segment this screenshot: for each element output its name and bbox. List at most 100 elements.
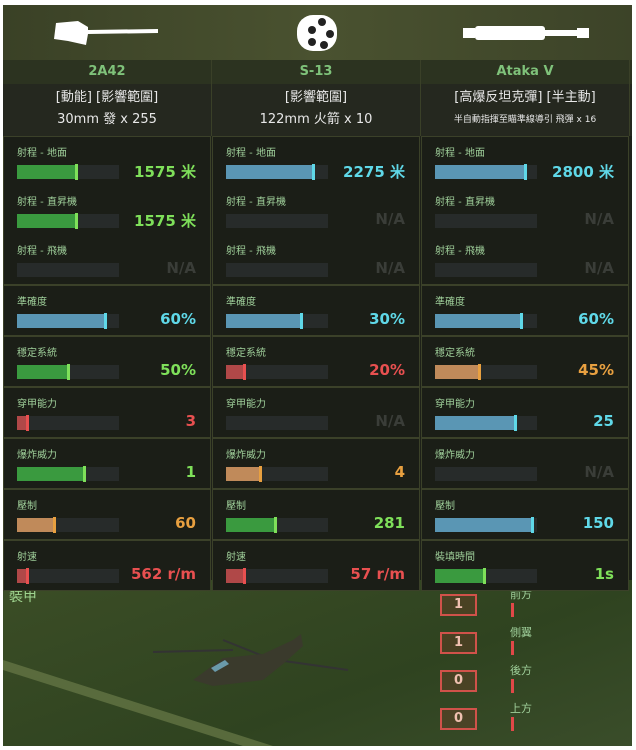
stat-value: N/A xyxy=(375,210,405,228)
stat-label: 射程 - 地面 xyxy=(17,148,67,159)
stat-label: 射程 - 飛機 xyxy=(17,246,67,257)
stat-bar-marker xyxy=(75,213,79,229)
stat-bar-track xyxy=(226,313,328,329)
stat-group: 穿甲能力 25 xyxy=(421,387,629,438)
stat-value: 60% xyxy=(578,310,614,328)
stat-label: 爆炸威力 xyxy=(226,450,266,461)
stat-bar-track xyxy=(226,517,328,533)
armor-label: 後方 xyxy=(510,664,532,677)
stat-bar-track xyxy=(17,263,119,277)
stat-bar-marker xyxy=(103,313,107,329)
armor-bar xyxy=(511,717,514,731)
stat-bar-marker xyxy=(274,517,277,533)
runway-stripe xyxy=(3,660,273,746)
stat-bar-track xyxy=(226,568,328,584)
stat-group: 準確度 30% xyxy=(212,285,420,336)
stat-bar-marker xyxy=(83,466,87,482)
armor-label: 側翼 xyxy=(510,626,532,639)
stat-bar-fill xyxy=(17,569,30,583)
stat-row: 穩定系統 45% xyxy=(422,337,628,386)
weapon-names-row: 2A42 S-13 Ataka V xyxy=(3,60,632,84)
stat-group: 準確度 60% xyxy=(3,285,211,336)
stat-value: 45% xyxy=(578,361,614,379)
stat-row: 裝填時間 1s xyxy=(422,541,628,590)
stat-bar-track xyxy=(17,466,119,482)
weapon-tags: [高爆反坦克彈] [半主動] xyxy=(454,90,596,105)
stat-row: 準確度 60% xyxy=(422,286,628,335)
stat-label: 射程 - 直昇機 xyxy=(17,197,77,208)
stat-value: 30% xyxy=(369,310,405,328)
stat-group: 準確度 60% xyxy=(421,285,629,336)
stat-row: 射速 562 r/m xyxy=(4,541,210,590)
stat-value: N/A xyxy=(584,210,614,228)
stat-bar-fill xyxy=(17,165,79,179)
stat-bar-fill xyxy=(435,569,486,583)
weapon-tags: [動能] [影響範圍] xyxy=(55,90,159,105)
armor-value: 1 xyxy=(440,594,477,616)
stat-label: 裝填時間 xyxy=(435,552,475,563)
stat-bar-track xyxy=(435,568,537,584)
stat-label: 射程 - 飛機 xyxy=(435,246,485,257)
stat-label: 穿甲能力 xyxy=(435,399,475,410)
stat-bar-marker xyxy=(52,517,56,533)
stat-bar-track xyxy=(435,467,537,481)
stat-label: 準確度 xyxy=(435,297,465,308)
stat-bar-track xyxy=(17,213,119,229)
stat-row: 爆炸威力 N/A xyxy=(422,439,628,488)
stat-bar-fill xyxy=(435,314,523,328)
stat-bar-track xyxy=(435,364,537,380)
stat-value: N/A xyxy=(584,463,614,481)
stat-row: 穿甲能力 25 xyxy=(422,388,628,437)
weapon-column-tags: [動能] [影響範圍] 30mm 發 x 255 xyxy=(3,84,212,136)
stat-row: 爆炸威力 4 xyxy=(213,439,419,488)
stat-row: 穿甲能力 3 xyxy=(4,388,210,437)
stat-bar-track xyxy=(17,568,119,584)
stat-label: 爆炸威力 xyxy=(17,450,57,461)
weapon-ammo: 30mm 發 x 255 xyxy=(57,112,157,127)
armor-bar xyxy=(511,603,514,617)
stat-bar-marker xyxy=(477,364,481,380)
armor-label: 前方 xyxy=(510,588,532,601)
stat-value: 60% xyxy=(160,310,196,328)
stat-label: 穩定系統 xyxy=(226,348,266,359)
stat-bar-track xyxy=(226,263,328,277)
stat-label: 穩定系統 xyxy=(17,348,57,359)
stat-group: 穿甲能力 3 xyxy=(3,387,211,438)
stat-group: 爆炸威力 4 xyxy=(212,438,420,489)
stat-value: 1575 米 xyxy=(134,212,196,230)
stat-group: 裝填時間 1s xyxy=(421,540,629,591)
stat-value: 1s xyxy=(594,565,614,583)
rocket-pod-icon xyxy=(212,5,421,60)
stat-row: 射程 - 直昇機 N/A xyxy=(422,186,628,235)
stat-row: 射程 - 地面 2275 米 xyxy=(213,137,419,186)
armor-value: 1 xyxy=(440,632,477,654)
stat-value: N/A xyxy=(375,259,405,277)
stat-value: 281 xyxy=(373,514,405,532)
stat-bar-fill xyxy=(226,467,262,481)
stat-bar-marker xyxy=(299,313,303,329)
armor-row-side: 1 側翼 xyxy=(440,624,590,662)
weapon-ammo: 半自動指揮至瞄準線導引 飛彈 x 16 xyxy=(453,115,597,125)
armor-row-front: 1 前方 xyxy=(440,586,590,624)
stat-bar-marker xyxy=(243,364,247,380)
stat-value: 2800 米 xyxy=(552,163,614,181)
stat-group: 爆炸威力 1 xyxy=(3,438,211,489)
stat-bar-fill xyxy=(17,416,30,430)
stat-bar-track xyxy=(17,517,119,533)
weapon-stats-column: 射程 - 地面 2275 米射程 - 直昇機 N/A 射程 - 飛機 N/A 準確度 30%… xyxy=(212,136,421,591)
stat-value: N/A xyxy=(375,412,405,430)
stat-label: 準確度 xyxy=(17,297,47,308)
stat-group: 射程 - 地面 2800 米射程 - 直昇機 N/A 射程 - 飛機 N/A xyxy=(421,136,629,285)
stat-bar-fill xyxy=(226,518,277,532)
stat-label: 射程 - 地面 xyxy=(226,148,276,159)
stat-row: 壓制 281 xyxy=(213,490,419,539)
stat-value: 562 r/m xyxy=(130,565,196,583)
stat-label: 穿甲能力 xyxy=(226,399,266,410)
stat-label: 壓制 xyxy=(226,501,246,512)
stat-bar-track xyxy=(435,415,537,431)
stat-value: 1 xyxy=(185,463,196,481)
stat-row: 壓制 60 xyxy=(4,490,210,539)
stat-value: 60 xyxy=(175,514,196,532)
armor-section: 裝甲 1 前方 1 側翼 0 後方 0 上方 xyxy=(3,580,632,746)
stat-bar-fill xyxy=(17,214,79,228)
